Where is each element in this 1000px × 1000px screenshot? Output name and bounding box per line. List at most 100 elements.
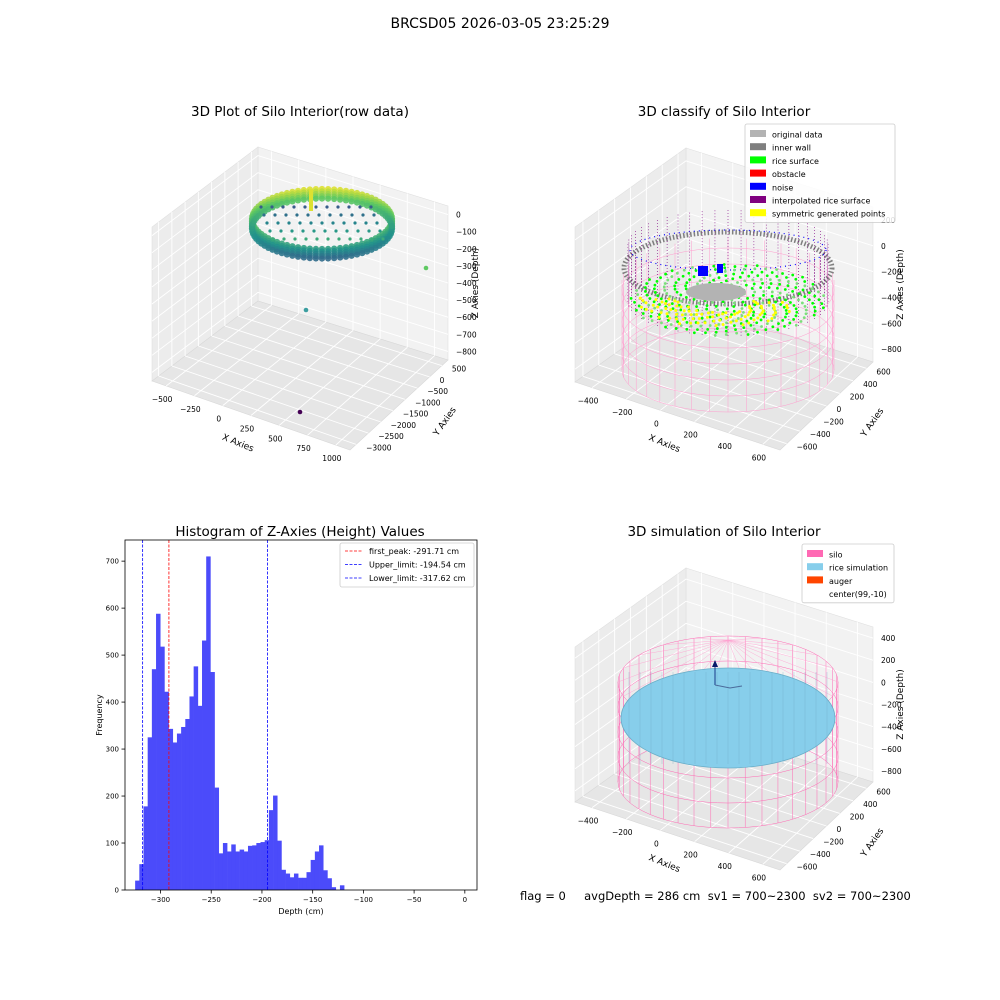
panel2-grid-y (646, 330, 840, 394)
histogram-bar (310, 859, 316, 890)
panel2-symmetric-point (706, 311, 710, 315)
panel1-z-tick-label: −400 (456, 279, 477, 288)
histogram-bar (306, 872, 311, 890)
panel2-symmetric-point (657, 315, 661, 319)
panel2-rice-point (664, 272, 668, 276)
panel1-grid-y (198, 345, 394, 412)
histogram-bar (164, 691, 169, 890)
panel2-rice-point (742, 267, 746, 271)
panel2-rice-point (668, 295, 672, 298)
panel1-inner-point (356, 229, 360, 233)
panel2-rice-point (667, 310, 671, 314)
panel2-rice-point (784, 308, 788, 312)
histogram-y-tick-label: 300 (106, 746, 119, 754)
histogram-bar (206, 556, 211, 890)
histogram-bar (172, 742, 178, 890)
panel2-inner-wall (621, 229, 835, 307)
panel2-legend-swatch (750, 156, 766, 164)
panel2-rice-point (784, 315, 787, 319)
panel2-rice-point (714, 330, 718, 334)
panel2-legend-label: inner wall (772, 144, 811, 153)
histogram-x-tick-label: 0 (463, 896, 467, 904)
panel2-rice-point (659, 297, 663, 301)
panel2-x-tick-label: 0 (654, 419, 659, 428)
panel2-rice-point (786, 284, 790, 288)
panel1-inner-point (281, 205, 285, 209)
panel2-rice-point (801, 275, 804, 279)
panel2-rice-point (724, 274, 728, 278)
histogram-bar (227, 851, 232, 890)
panel4-axes: −400 −200 0 200 400 600 600 400 200 0 −200 −400 −600… (574, 543, 906, 882)
panel4-roof-wire (727, 639, 793, 645)
panel2-rice-point (724, 333, 728, 336)
panel2-rice-point (749, 323, 753, 327)
panel2-rice-point (708, 315, 712, 319)
panel2-symmetric-point (772, 305, 776, 309)
panel2-z-axis-label: Z Axies (Depth) (896, 249, 906, 320)
panel1-grid-y (171, 365, 369, 434)
panel2-legend-label: symmetric generated points (772, 210, 885, 219)
panel1-inner-point (315, 237, 319, 241)
panel2-rice-point (675, 271, 679, 275)
panel2-noise-cluster (717, 264, 723, 273)
panel1-inner-point (378, 229, 382, 233)
panel2-symmetric-point (772, 307, 776, 311)
panel2-rice-point (723, 270, 727, 273)
panel4-roof-wire (623, 639, 729, 668)
panel2-rice-point (656, 294, 660, 298)
panel2-rice-point (803, 284, 807, 288)
panel2-rice-point (679, 308, 683, 312)
panel2-rice-point (708, 274, 712, 277)
histogram-bar (252, 845, 257, 890)
histogram-bar (231, 844, 236, 890)
panel4-z-tick-label: −200 (881, 701, 902, 710)
panel2-rice-point (743, 279, 747, 283)
panel1-inner-point (326, 237, 330, 241)
panel1-ring-point (337, 254, 344, 261)
panel2-symmetric-point (703, 321, 707, 325)
panel2-rice-point (732, 301, 736, 305)
histogram-y-tick-label: 0 (115, 887, 119, 895)
panel2-rice-point (802, 316, 806, 320)
panel2-silo-ring (621, 279, 835, 365)
panel2-rice-point (687, 301, 691, 304)
panel2-symmetric-point (748, 310, 752, 314)
panel2-symmetric-point (663, 301, 667, 305)
panel2-rice-point (789, 301, 792, 304)
panel2-symmetric-point (681, 317, 685, 321)
histogram-bar (331, 887, 337, 890)
panel1-ring-point (348, 252, 355, 259)
panel1-inner-point (287, 221, 291, 225)
panel1-x-tick-label: 0 (216, 415, 221, 424)
panel2-symmetric-point (695, 313, 699, 317)
panel2-rice-point (674, 281, 678, 285)
panel2-rice-point (734, 328, 737, 332)
panel1-ring-point (300, 196, 307, 203)
panel1-inner-point (372, 213, 376, 217)
panel1-inner-point (270, 205, 274, 209)
panel2-symmetric-point (680, 313, 684, 317)
panel2-rice-point (676, 320, 680, 324)
panel2-rice-point (755, 264, 759, 268)
panel2-rice-point (711, 301, 714, 304)
panel2-legend-swatch (750, 169, 766, 177)
histogram-bar (273, 795, 278, 890)
panel2-rice-point (771, 325, 775, 329)
panel4-y-tick-label: −400 (810, 850, 831, 859)
panel2-rice-point (655, 279, 659, 283)
panel2-rice-point (732, 309, 736, 313)
panel2-rice-point (803, 295, 807, 298)
panel4-legend-swatch (807, 550, 823, 557)
panel2-symmetric-point (748, 306, 752, 310)
panel2-symmetric-point (721, 312, 725, 316)
histogram-y-tick-label: 600 (106, 605, 119, 613)
panel4-grid-y (614, 773, 814, 839)
panel4-z-tick-label: 0 (881, 678, 886, 687)
panel2-rice-point (744, 264, 748, 268)
panel2-symmetric-point (641, 299, 645, 303)
panel2-rice-point (730, 313, 733, 317)
panel2-x-tick-label: 600 (752, 453, 767, 462)
panel1-inner-point (317, 213, 321, 217)
panel2-rice-point (731, 277, 735, 281)
